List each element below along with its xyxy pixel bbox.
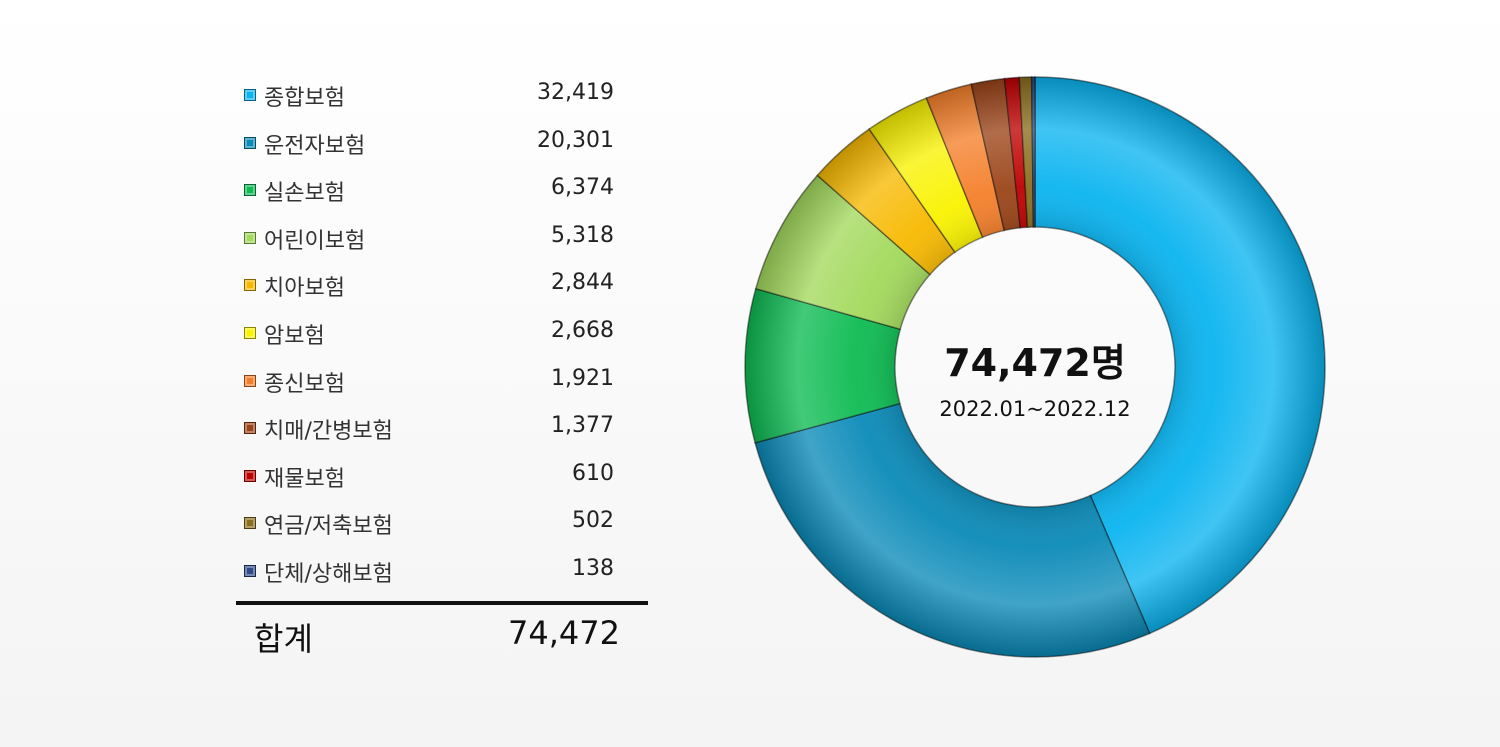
legend-value: 502 <box>572 508 614 534</box>
legend-swatch <box>244 136 256 149</box>
legend-swatch <box>244 517 256 530</box>
legend-item: 운전자보험 20,301 <box>240 120 650 168</box>
legend-label: 종합보험 <box>264 86 345 111</box>
center-period: 2022.01~2022.12 <box>939 397 1131 421</box>
legend-value: 5,318 <box>551 222 614 248</box>
donut-slice-shading <box>1035 77 1325 634</box>
total-divider <box>236 601 648 605</box>
legend-item: 종합보험 32,419 <box>240 72 650 120</box>
legend-swatch <box>244 564 256 577</box>
legend-swatch <box>244 374 256 387</box>
legend-item: 치아보험 2,844 <box>240 262 650 310</box>
donut-slice-shading <box>817 129 955 275</box>
legend-value: 1,921 <box>551 365 614 391</box>
center-total: 74,472명 <box>944 341 1126 385</box>
legend-label: 실손보험 <box>264 181 345 207</box>
legend-value: 1,377 <box>551 413 614 439</box>
legend-item: 연금/저축보험 502 <box>240 500 650 548</box>
donut-slice-shading <box>869 98 983 253</box>
legend-label: 치아보험 <box>264 276 345 302</box>
legend-value: 2,668 <box>551 317 614 343</box>
legend-item: 재물보험 610 <box>240 453 650 501</box>
donut-slice-shading <box>755 175 930 330</box>
legend-value: 20,301 <box>537 127 614 153</box>
legend-value: 32,419 <box>537 80 614 105</box>
legend-label: 치매/간병보험 <box>264 419 393 445</box>
legend-label: 어린이보험 <box>264 228 366 254</box>
legend-label: 재물보험 <box>264 466 345 492</box>
legend-item: 단체/상해보험 138 <box>240 548 650 596</box>
legend-swatch <box>244 89 256 101</box>
legend-label: 암보험 <box>264 323 325 349</box>
legend-value: 2,844 <box>551 270 614 296</box>
total-label: 합계 <box>254 620 313 658</box>
legend-swatch <box>244 279 256 292</box>
total-value: 74,472 <box>508 614 620 652</box>
donut-slice-shading <box>755 403 1150 657</box>
donut-slice-shading <box>926 84 1005 238</box>
legend-value: 610 <box>572 460 614 486</box>
legend-item: 어린이보험 5,318 <box>240 215 650 263</box>
legend-swatch <box>244 469 256 482</box>
legend-label: 종신보험 <box>264 371 345 397</box>
chart-legend: 종합보험 32,419 운전자보험 20,301 실손보험 6,374 어린이보험 5,318… <box>240 72 650 596</box>
legend-item: 치매/간병보험 1,377 <box>240 405 650 453</box>
legend-swatch <box>244 326 256 339</box>
legend-label: 연금/저축보험 <box>264 514 393 540</box>
donut-slice-shading <box>745 288 901 443</box>
legend-swatch <box>244 422 256 435</box>
legend-value: 6,374 <box>551 175 614 201</box>
legend-value: 138 <box>572 555 614 581</box>
donut-slice-shading <box>971 78 1021 231</box>
legend-item: 암보험 2,668 <box>240 310 650 358</box>
donut-chart <box>744 76 1326 658</box>
legend-swatch <box>244 184 256 197</box>
legend-item: 실손보험 6,374 <box>240 167 650 215</box>
donut-slice-shading <box>1031 77 1035 228</box>
donut-slice-shading <box>1019 77 1034 228</box>
legend-label: 단체/상해보험 <box>264 561 393 587</box>
legend-label: 운전자보험 <box>264 133 366 159</box>
legend-item: 종신보험 1,921 <box>240 358 650 406</box>
legend-swatch <box>244 231 256 244</box>
donut-slice-shading <box>1004 77 1028 228</box>
